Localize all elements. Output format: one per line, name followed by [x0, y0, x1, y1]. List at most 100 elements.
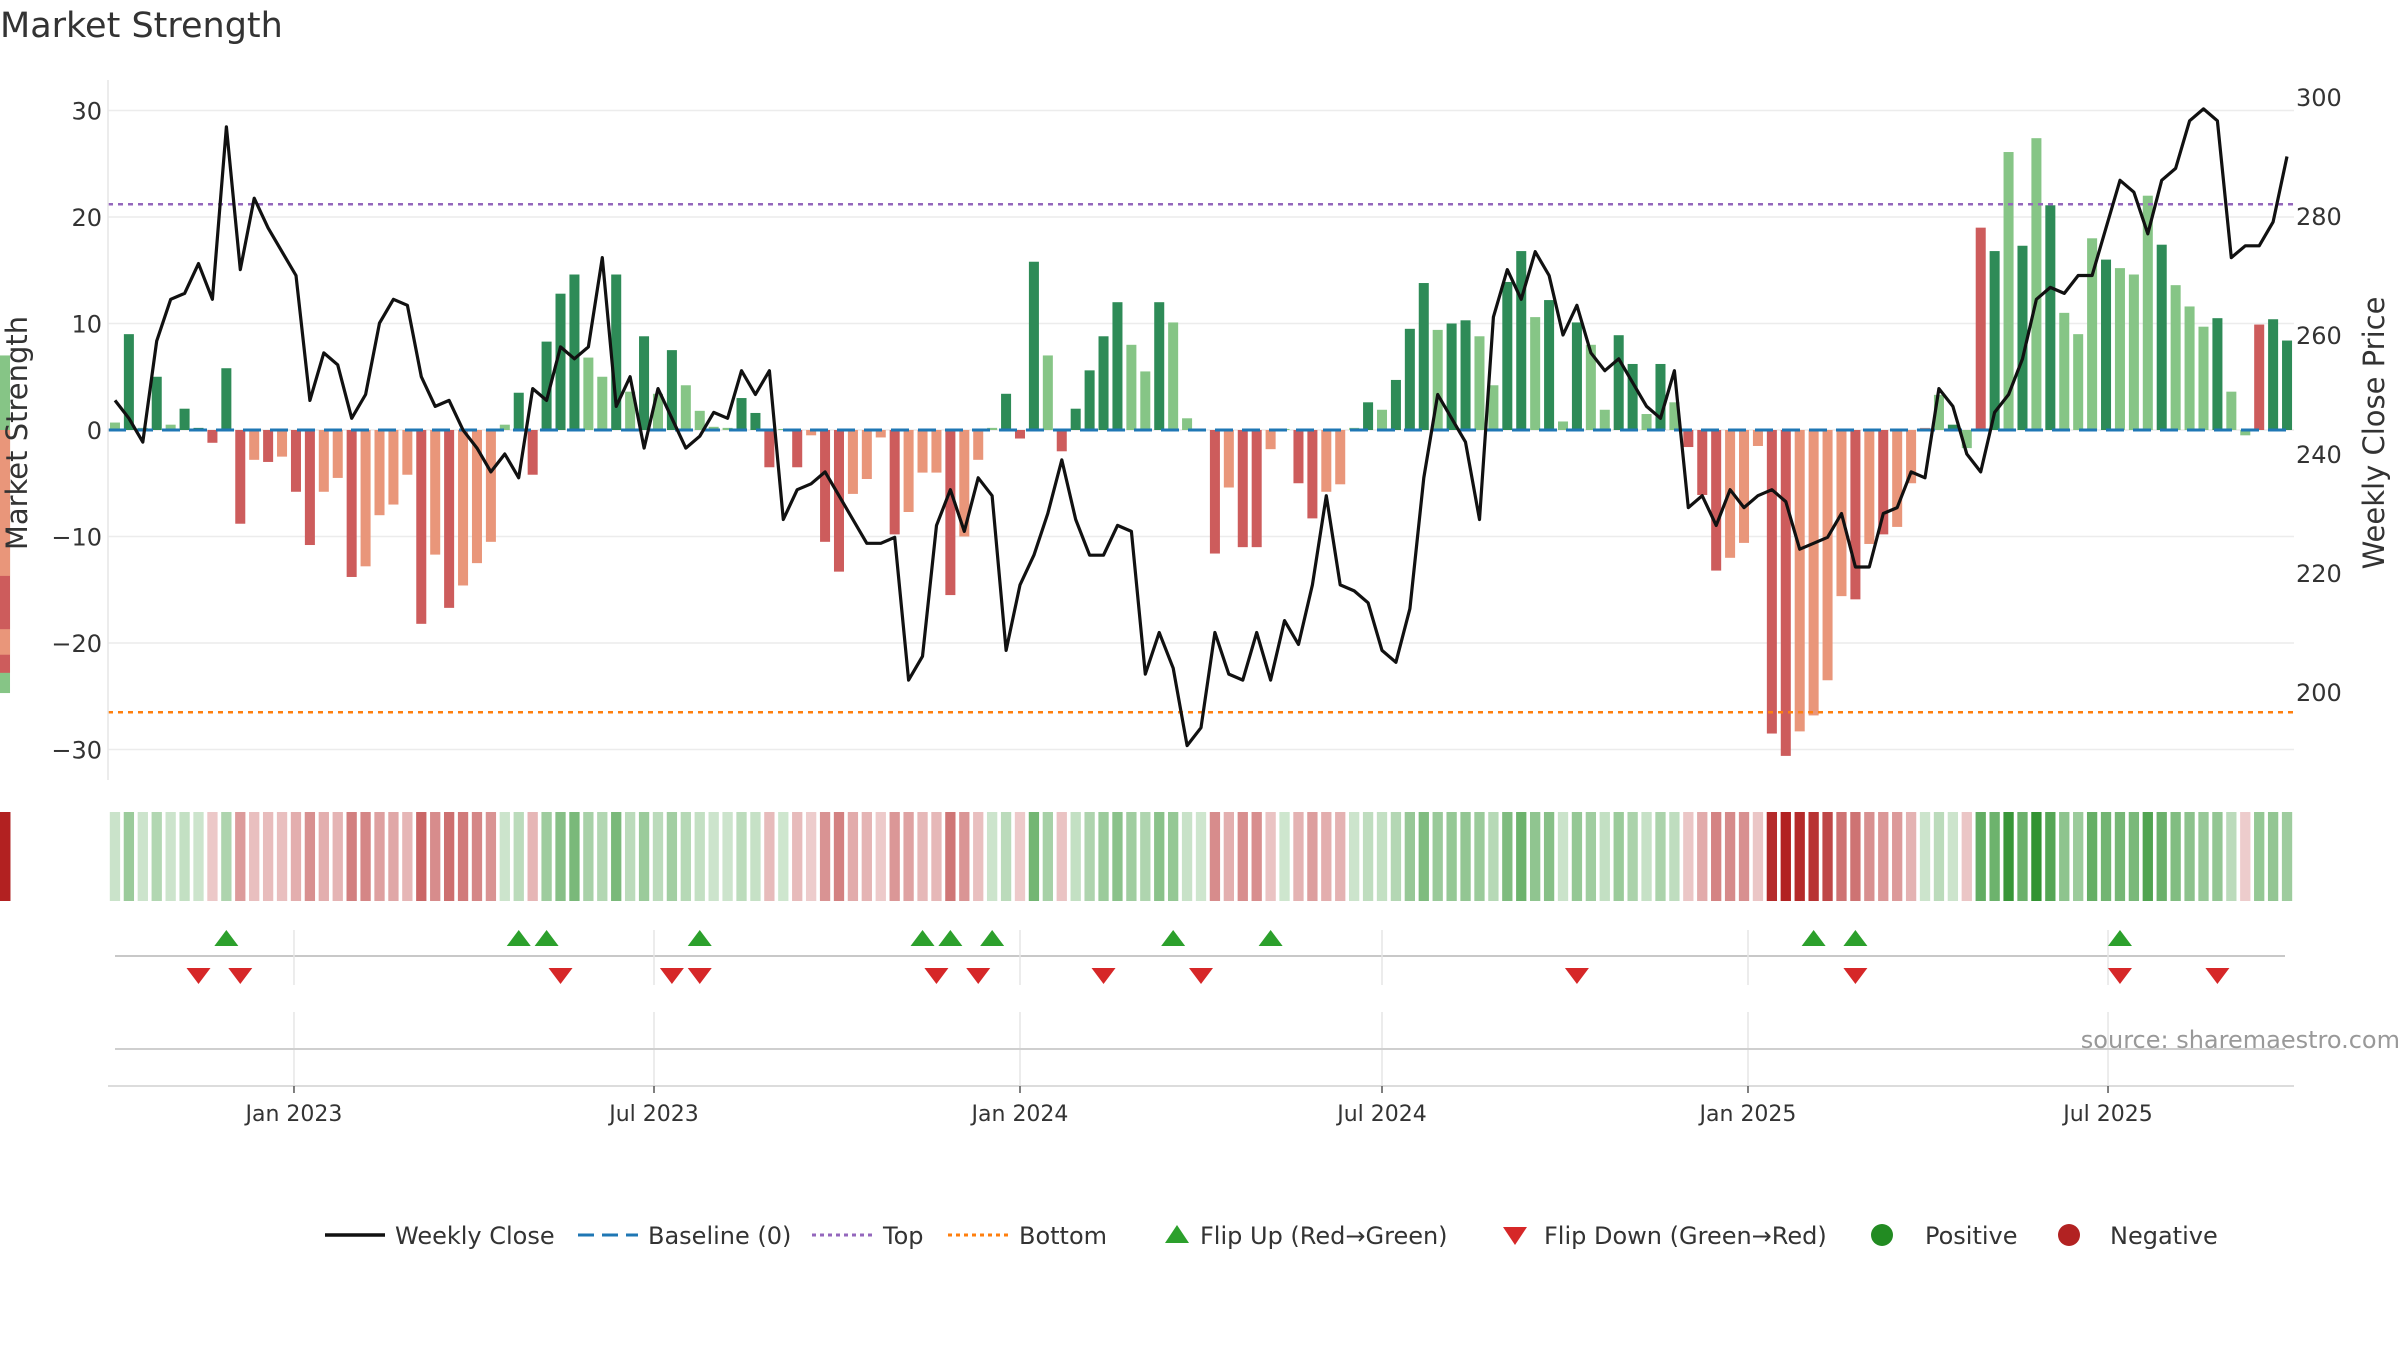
- heat-cell: [1362, 812, 1374, 901]
- heat-cell: [1042, 812, 1053, 901]
- y-tick-label: 0: [87, 417, 102, 445]
- heat-cell: [1530, 812, 1541, 901]
- strength-bar: [1363, 402, 1374, 430]
- strength-bar: [1446, 323, 1457, 430]
- strength-bar: [1223, 430, 1234, 488]
- heat-cell: [499, 812, 510, 901]
- heat-cell: [2170, 812, 2181, 901]
- strength-bar: [1989, 251, 2000, 430]
- legend: Weekly Close Baseline (0) Top Bottom Flip Up…: [325, 1222, 2218, 1250]
- heat-cell: [276, 812, 288, 901]
- heat-cell: [1028, 812, 1040, 901]
- heat-cell: [889, 812, 900, 901]
- heat-cell: [1098, 812, 1109, 901]
- strength-bar: [1683, 430, 1694, 448]
- heat-cell: [1251, 812, 1262, 901]
- chart-title: Market Strength: [0, 6, 283, 46]
- strength-bar: [541, 341, 552, 430]
- heat-cell: [1237, 812, 1248, 901]
- strength-bar: [2128, 274, 2139, 430]
- strength-bar: [1613, 335, 1624, 430]
- strength-bar: [1752, 430, 1763, 446]
- heat-cell: [123, 812, 135, 901]
- heat-cell: [666, 812, 678, 901]
- strength-bar: [1850, 430, 1861, 600]
- heat-cell: [332, 812, 343, 901]
- heat-cell: [833, 812, 845, 901]
- strength-bar: [1947, 424, 1958, 430]
- strength-bar: [2282, 340, 2293, 430]
- strength-bar: [1711, 430, 1722, 571]
- strength-bar: [2073, 334, 2084, 430]
- strength-bar: [1599, 409, 1610, 430]
- heat-cell: [1599, 812, 1610, 901]
- flip-down-marker: [966, 968, 991, 984]
- heat-cell: [1808, 812, 1819, 901]
- heat-cell: [388, 812, 399, 901]
- heat-cell: [750, 812, 761, 901]
- heat-cell: [1822, 812, 1833, 901]
- strength-bar: [290, 430, 301, 492]
- heat-cell: [1293, 812, 1304, 901]
- heat-cell: [1919, 812, 1931, 901]
- strength-bar: [694, 410, 705, 430]
- strength-bar: [820, 430, 831, 542]
- x-tick-label: Jan 2023: [244, 1102, 343, 1127]
- strength-bar: [165, 424, 176, 430]
- heat-cell: [861, 812, 872, 901]
- flip-up-marker: [980, 930, 1005, 946]
- strength-bar: [1906, 430, 1917, 484]
- strength-bar: [388, 430, 399, 505]
- strength-bar: [680, 385, 691, 430]
- heat-cell: [193, 812, 204, 901]
- strength-bar: [1766, 430, 1777, 734]
- heat-cell: [1641, 812, 1652, 901]
- heat-cell: [2031, 812, 2042, 901]
- strength-bar: [652, 393, 663, 430]
- heat-cell: [457, 812, 469, 901]
- strength-bar: [2198, 326, 2209, 430]
- legend-label: Weekly Close: [395, 1222, 555, 1250]
- heat-cell: [1850, 812, 1861, 901]
- flip-down-marker: [1843, 968, 1868, 984]
- flip-down-marker: [1189, 968, 1213, 984]
- heat-cell: [792, 812, 803, 901]
- strength-bar: [416, 430, 427, 624]
- strength-bar: [2087, 238, 2098, 430]
- heat-cell: [249, 812, 260, 901]
- strength-bar: [1808, 430, 1819, 716]
- heat-cell: [318, 812, 329, 901]
- heat-cell: [1724, 812, 1736, 901]
- strength-bar: [513, 392, 524, 430]
- y-axis-label: Market Strength: [0, 316, 34, 550]
- strength-bar: [1794, 430, 1805, 732]
- heat-cell: [179, 812, 190, 901]
- strength-bar: [1892, 430, 1903, 527]
- heat-cell: [360, 812, 371, 901]
- heat-cell: [1321, 812, 1332, 901]
- legend-flip-up-icon: [1165, 1225, 1189, 1243]
- strength-bar: [2101, 259, 2112, 430]
- heat-cell: [875, 812, 886, 901]
- strength-bar: [1084, 370, 1095, 430]
- strength-bar: [1432, 329, 1443, 430]
- strength-bar: [1126, 344, 1137, 430]
- strength-bar: [1627, 363, 1638, 430]
- heat-cell: [1460, 812, 1471, 901]
- heat-cell: [1794, 812, 1805, 901]
- strength-bar: [2017, 245, 2028, 430]
- flip-up-marker: [1258, 930, 1283, 946]
- strength-bar: [1878, 430, 1889, 535]
- strength-bar: [806, 430, 817, 436]
- strength-bar: [708, 426, 719, 430]
- heat-cell: [1056, 812, 1067, 901]
- strength-bar: [611, 274, 622, 430]
- strength-bar: [833, 430, 844, 572]
- heat-cell: [262, 812, 274, 901]
- strength-bar: [597, 376, 608, 430]
- heat-cell: [764, 812, 775, 901]
- strength-bar: [2212, 318, 2223, 430]
- strength-bar: [444, 430, 455, 608]
- strength-bar: [1571, 322, 1582, 430]
- strength-bar: [1070, 408, 1081, 430]
